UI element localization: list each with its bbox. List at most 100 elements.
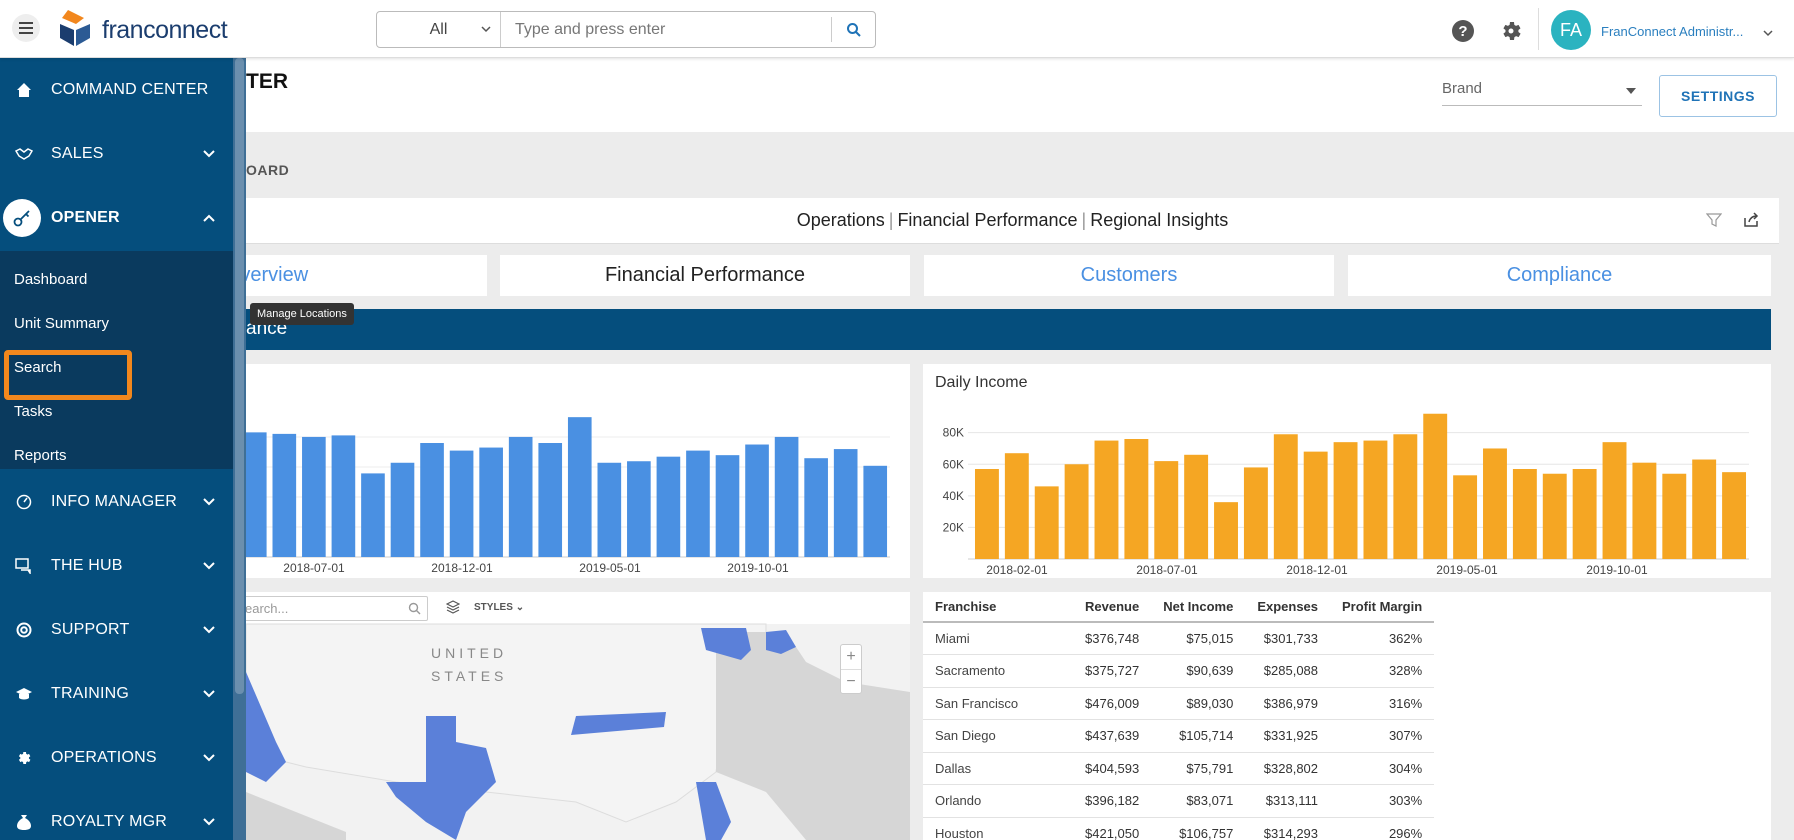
tab-overview[interactable]: Overview [225, 255, 487, 296]
bar [1692, 459, 1717, 559]
gear-icon [14, 748, 34, 768]
table-row[interactable]: Houston $421,050 $106,757 $314,293 296% [923, 817, 1435, 840]
table-cell: $75,791 [1151, 752, 1246, 785]
table-cell: $376,748 [1073, 622, 1152, 655]
sidebar-item-training[interactable]: TRAINING [0, 662, 233, 726]
dashboard-link-operations[interactable]: Operations [796, 210, 885, 230]
zoom-in-button[interactable]: + [841, 645, 861, 670]
column-header[interactable]: Profit Margin [1330, 592, 1435, 623]
settings-button[interactable]: SETTINGS [1659, 75, 1777, 117]
submenu-item-search[interactable]: Search [14, 359, 62, 376]
table-cell: $314,293 [1245, 817, 1331, 840]
page-header [246, 58, 1794, 132]
sidebar-item-sales[interactable]: SALES [0, 122, 233, 186]
sidebar-item-info-manager[interactable]: INFO MANAGER [0, 470, 233, 534]
bar [1453, 475, 1478, 559]
bar [715, 455, 740, 557]
global-search: All [376, 11, 876, 48]
x-tick-label: 2018-07-01 [1136, 563, 1198, 577]
filter-icon[interactable] [1706, 212, 1722, 228]
sidebar-item-label: SALES [51, 145, 104, 162]
table-cell: $313,111 [1245, 784, 1331, 818]
table-cell: $404,593 [1073, 752, 1152, 785]
sidebar-scrollbar[interactable] [233, 58, 246, 840]
submenu-item-dashboard[interactable]: Dashboard [14, 271, 88, 288]
dashboard-link-financial[interactable]: Financial Performance [897, 210, 1078, 230]
dashboard-link-regional[interactable]: Regional Insights [1090, 210, 1229, 230]
table-row[interactable]: San Diego $437,639 $105,714 $331,925 307% [923, 719, 1435, 753]
map-country-label: UNITED [431, 645, 508, 661]
sidebar-item-operations[interactable]: OPERATIONS [0, 726, 233, 790]
search-icon [408, 602, 421, 615]
bar [1423, 413, 1448, 559]
column-header[interactable]: Franchise [923, 592, 1073, 623]
table-body: Miami $376,748 $75,015 $301,733 362% Sacramen… [923, 622, 1435, 840]
search-button[interactable] [831, 17, 875, 42]
franchise-table-card: Franchise Revenue Net Income Expenses Pr… [923, 592, 1771, 840]
franconnect-logo[interactable]: franconnect [54, 8, 228, 52]
page-title: TER [246, 70, 288, 93]
settings-gear-icon[interactable] [1499, 19, 1523, 43]
bar [1064, 464, 1089, 559]
help-icon[interactable]: ? [1452, 20, 1474, 42]
graduation-icon [14, 684, 34, 704]
table-cell: $386,979 [1245, 687, 1331, 720]
tab-label: Compliance [1506, 264, 1613, 286]
map-canvas[interactable] [246, 592, 910, 840]
table-cell: $421,050 [1073, 817, 1152, 840]
submenu-item-reports[interactable]: Reports [14, 447, 67, 464]
table-cell: Miami [923, 622, 1073, 655]
tab-compliance[interactable]: Compliance [1348, 255, 1771, 296]
brand-dropdown[interactable]: Brand [1442, 80, 1642, 106]
tab-financial-performance[interactable]: Financial Performance [500, 255, 910, 296]
column-header[interactable]: Expenses [1245, 592, 1331, 623]
column-header[interactable]: Net Income [1151, 592, 1246, 623]
layers-icon[interactable] [446, 600, 460, 614]
search-scope-select[interactable]: All [377, 12, 501, 47]
search-input[interactable] [501, 12, 831, 47]
bar [1662, 473, 1687, 559]
bar [302, 436, 326, 557]
chart-title: Daily Income [935, 374, 1028, 391]
table-row[interactable]: Miami $376,748 $75,015 $301,733 362% [923, 622, 1435, 655]
sidebar-item-support[interactable]: SUPPORT [0, 598, 233, 662]
bar [1512, 469, 1537, 559]
table-row[interactable]: San Francisco $476,009 $89,030 $386,979 316% [923, 687, 1435, 720]
table-cell: $396,182 [1073, 784, 1152, 818]
table-row[interactable]: Sacramento $375,727 $90,639 $285,088 328% [923, 654, 1435, 688]
table-cell: $331,925 [1245, 719, 1331, 753]
column-header[interactable]: Revenue [1073, 592, 1152, 623]
zoom-out-button[interactable]: − [846, 673, 856, 690]
sidebar-item-royalty-mgr[interactable]: ROYALTY MGR [0, 790, 233, 840]
scrollbar-thumb[interactable] [235, 58, 244, 694]
avatar[interactable]: FA [1551, 10, 1591, 50]
map-search-placeholder: earch... [246, 601, 289, 616]
table-cell: $90,639 [1151, 654, 1246, 688]
table-cell: $89,030 [1151, 687, 1246, 720]
table-row[interactable]: Orlando $396,182 $83,071 $313,111 303% [923, 784, 1435, 818]
sidebar-item-the-hub[interactable]: THE HUB [0, 534, 233, 598]
map-styles-button[interactable]: STYLES ⌄ [474, 602, 524, 613]
bar [1094, 440, 1119, 559]
x-tick-label: 2018-07-01 [283, 561, 345, 575]
opener-submenu: Dashboard Unit Summary Search Tasks Repo… [0, 251, 233, 469]
sidebar-item-command-center[interactable]: COMMAND CENTER [0, 58, 233, 122]
table-cell: Sacramento [923, 654, 1073, 688]
tab-customers[interactable]: Customers [924, 255, 1334, 296]
chart-card-left: 2018-07-01 2018-12-01 2019-05-01 2019-10-01 [246, 364, 910, 578]
bar [804, 458, 828, 557]
table-cell: $105,714 [1151, 719, 1246, 753]
table-cell: 362% [1330, 622, 1435, 655]
bar [390, 462, 415, 557]
menu-icon[interactable] [12, 14, 40, 42]
map-search-input[interactable]: earch... [246, 596, 428, 621]
section-header: ance [246, 309, 1771, 350]
chat-icon [14, 556, 34, 576]
share-icon[interactable] [1742, 211, 1760, 229]
submenu-item-tasks[interactable]: Tasks [14, 403, 53, 420]
chevron-down-icon[interactable] [1762, 29, 1774, 39]
user-name[interactable]: FranConnect Administr... [1601, 24, 1744, 39]
sidebar-item-opener[interactable]: OPENER [0, 186, 233, 250]
table-row[interactable]: Dallas $404,593 $75,791 $328,802 304% [923, 752, 1435, 785]
submenu-item-unit-summary[interactable]: Unit Summary [14, 315, 110, 332]
